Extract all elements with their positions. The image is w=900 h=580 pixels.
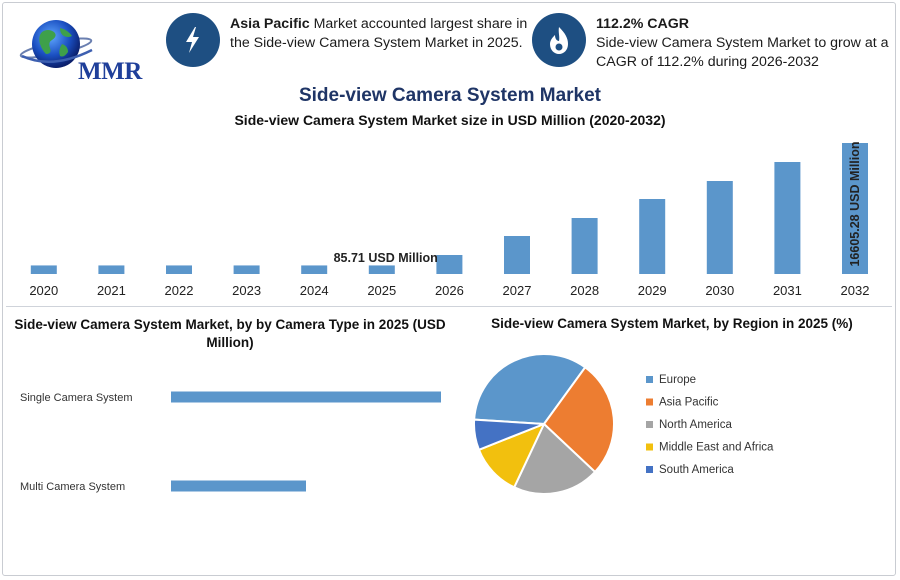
section-divider [6, 306, 892, 307]
bar-2025 [368, 265, 395, 274]
x-tick-label: 2027 [503, 283, 532, 298]
category-label: Single Camera System [20, 392, 133, 404]
bar-2028 [571, 218, 598, 274]
legend-swatch [646, 398, 653, 406]
main-title: Side-view Camera System Market [298, 85, 602, 106]
bar-2031 [774, 162, 801, 274]
info-asia-pacific-text: Market accounted largest share in the Si… [230, 16, 528, 51]
x-tick-label: 2023 [232, 283, 261, 298]
legend-label: Europe [659, 374, 696, 386]
x-tick-label: 2032 [841, 283, 870, 298]
legend-swatch [646, 421, 653, 428]
bar-2032 [842, 143, 868, 274]
data-label-2025: 85.71 USD Million [334, 251, 438, 265]
data-label-2032: 16605.28 USD Million [848, 141, 862, 266]
x-tick-label: 2022 [165, 283, 194, 298]
info-cagr-bold: 112.2% CAGR [596, 16, 690, 32]
legend-swatch [646, 443, 653, 451]
legend-label: South America [659, 464, 734, 476]
legend-swatch [646, 466, 653, 473]
bar-2030 [706, 181, 733, 274]
x-tick-label: 2021 [97, 283, 126, 298]
slice-north-america [512, 422, 597, 495]
bar-2020 [30, 265, 57, 274]
bar-2029 [639, 199, 666, 274]
legend-label: Asia Pacific [659, 397, 719, 409]
slice-asia-pacific [542, 365, 615, 474]
info-asia-pacific-bold: Asia Pacific [230, 16, 310, 32]
x-tick-label: 2030 [705, 283, 734, 298]
bar-2021 [98, 265, 125, 274]
region-chart-title: Side-view Camera System Market, by Regio… [491, 316, 853, 331]
mmr-logo: MMR [16, 14, 142, 85]
region-pie-chart: Europe Asia Pacific North America Middle Ea… [473, 353, 774, 495]
legend-label: North America [659, 419, 732, 431]
bar-single-camera-system [171, 391, 441, 403]
bar-2022 [166, 265, 192, 274]
x-tick-label: 2026 [435, 283, 464, 298]
x-tick-label: 2029 [638, 283, 667, 298]
bar-2026 [436, 255, 463, 274]
x-tick-label: 2020 [29, 283, 58, 298]
x-tick-label: 2024 [300, 283, 329, 298]
market-size-bar-chart: 2020 2021 2022 2023 2024 2025 2026 2027 2028 2029… [29, 141, 870, 298]
x-tick-label: 2025 [367, 283, 396, 298]
globe-icon [19, 20, 93, 68]
camera-type-chart-title: Side-view Camera System Market, by by Ca… [14, 317, 446, 350]
info-cagr-text: Side-view Camera System Market to grow a… [596, 35, 889, 70]
slice-south-america [473, 418, 545, 452]
slice-europe [473, 353, 587, 426]
info-asia-pacific: Asia Pacific Market accounted largest sh… [230, 15, 530, 53]
bar-2023 [233, 265, 260, 274]
bar-multi-camera-system [171, 480, 306, 492]
market-size-chart-title: Side-view Camera System Market size in U… [234, 112, 666, 128]
legend-label: Middle East and Africa [659, 442, 774, 454]
flame-icon [532, 13, 586, 67]
lightning-bolt-icon [166, 13, 220, 67]
bar-2027 [504, 236, 530, 274]
camera-type-bar-chart: Single Camera System Multi Camera System [20, 391, 441, 493]
bar-2024 [301, 265, 328, 274]
x-tick-label: 2031 [773, 283, 802, 298]
category-label: Multi Camera System [20, 481, 125, 493]
logo-text: MMR [78, 58, 142, 85]
x-tick-label: 2028 [570, 283, 599, 298]
legend-swatch [646, 376, 653, 383]
info-cagr: 112.2% CAGR Side-view Camera System Marke… [596, 15, 892, 72]
